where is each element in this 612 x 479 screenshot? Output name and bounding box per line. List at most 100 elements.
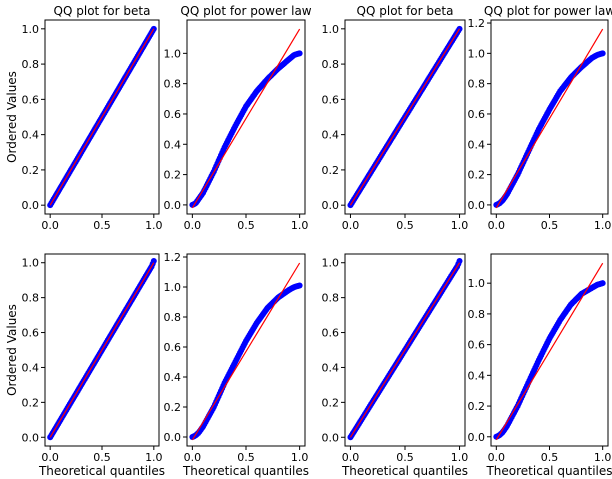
fit-line — [349, 28, 461, 206]
y-tick-label: 0.4 — [22, 361, 40, 374]
y-tick-label: 0.6 — [164, 341, 182, 354]
x-axis-label: Theoretical quantiles — [341, 464, 468, 478]
y-tick-label: 0.2 — [22, 396, 40, 409]
y-axis-label: Ordered Values — [5, 71, 19, 163]
y-tick-label: 0.6 — [22, 327, 40, 340]
x-axis-label: Theoretical quantiles — [38, 464, 165, 478]
y-tick-label: 0.8 — [22, 292, 40, 305]
x-tick-label: 0.5 — [396, 219, 414, 232]
fit-line — [495, 28, 604, 209]
data-point — [599, 50, 606, 57]
x-tick-label: 1.0 — [594, 219, 612, 232]
data-point — [296, 282, 303, 289]
y-tick-label: 0.0 — [22, 199, 40, 212]
x-tick-label: 1.0 — [451, 451, 469, 464]
y-tick-label: 0.4 — [22, 129, 40, 142]
x-tick-label: 0.5 — [541, 451, 559, 464]
y-tick-label: 0.0 — [322, 199, 340, 212]
y-tick-label: 0.4 — [322, 361, 340, 374]
x-axis-label: Theoretical quantiles — [485, 464, 612, 478]
data-point — [456, 257, 463, 264]
qq-panel-0: 0.0 0.5 1.0 0.0 0.2 0.4 0.6 0.8 1.0 QQ plot for b… — [5, 4, 163, 232]
fit-line — [349, 262, 461, 438]
x-tick-label: 1.0 — [594, 451, 612, 464]
x-tick-label: 1.0 — [145, 219, 163, 232]
y-tick-label: 0.6 — [468, 108, 486, 121]
x-tick-label: 0.5 — [93, 219, 111, 232]
y-tick-label: 0.4 — [322, 129, 340, 142]
x-tick-label: 0.0 — [488, 219, 506, 232]
y-tick-label: 0.2 — [468, 169, 486, 182]
y-tick-label: 1.2 — [164, 251, 182, 264]
y-tick-label: 0.0 — [468, 199, 486, 212]
y-tick-label: 0.0 — [22, 431, 40, 444]
x-tick-label: 0.0 — [184, 451, 202, 464]
y-tick-label: 0.4 — [468, 369, 486, 382]
qq-panel-1: 0.0 0.5 1.0 0.0 0.2 0.4 0.6 0.8 1.0 QQ plot for p… — [164, 4, 312, 232]
panel-title: QQ plot for power law — [484, 4, 612, 18]
fit-line — [191, 262, 301, 441]
qq-panel-2: 0.0 0.5 1.0 0.0 0.2 0.4 0.6 0.8 1.0 QQ plot for b… — [322, 4, 469, 232]
data-point — [599, 280, 606, 287]
data-point — [296, 50, 303, 57]
y-tick-label: 1.0 — [22, 23, 40, 36]
y-tick-label: 0.2 — [164, 169, 182, 182]
x-tick-label: 0.0 — [488, 451, 506, 464]
fit-line — [49, 262, 155, 438]
x-tick-label: 1.0 — [291, 451, 309, 464]
y-tick-label: 0.8 — [164, 78, 182, 91]
y-tick-label: 0.4 — [164, 371, 182, 384]
y-tick-label: 0.0 — [322, 431, 340, 444]
y-tick-label: 0.6 — [322, 93, 340, 106]
panel-title: QQ plot for beta — [54, 4, 151, 18]
y-tick-label: 0.6 — [322, 327, 340, 340]
x-tick-label: 0.0 — [342, 219, 360, 232]
qq-panel-3: 0.0 0.5 1.0 0.0 0.2 0.4 0.6 0.8 1.0 1.2QQ plot fo… — [468, 4, 612, 232]
x-tick-label: 0.5 — [541, 219, 559, 232]
y-axis-label: Ordered Values — [5, 304, 19, 396]
panel-title: QQ plot for power law — [180, 4, 311, 18]
x-tick-label: 1.0 — [145, 451, 163, 464]
x-tick-label: 0.5 — [396, 451, 414, 464]
qq-panel-5: 0.0 0.5 1.0 0.0 0.2 0.4 0.6 0.8 1.0 1.2 Theoretica… — [164, 251, 310, 478]
y-tick-label: 1.2 — [468, 17, 486, 30]
y-tick-label: 0.2 — [468, 400, 486, 413]
y-tick-label: 1.0 — [468, 277, 486, 290]
y-tick-label: 1.0 — [322, 257, 340, 270]
y-tick-label: 0.2 — [22, 164, 40, 177]
y-tick-label: 0.8 — [322, 292, 340, 305]
y-tick-label: 0.4 — [164, 138, 182, 151]
y-tick-label: 0.0 — [164, 431, 182, 444]
x-tick-label: 0.0 — [342, 451, 360, 464]
y-tick-label: 1.0 — [322, 23, 340, 36]
x-tick-label: 1.0 — [291, 219, 309, 232]
y-tick-label: 0.0 — [468, 431, 486, 444]
data-point — [150, 257, 157, 264]
y-tick-label: 0.8 — [322, 58, 340, 71]
x-tick-label: 0.0 — [184, 219, 202, 232]
x-tick-label: 0.5 — [93, 451, 111, 464]
x-tick-label: 0.5 — [237, 219, 255, 232]
y-tick-label: 0.2 — [322, 396, 340, 409]
y-tick-label: 0.4 — [468, 138, 486, 151]
fit-line — [49, 28, 155, 206]
y-tick-label: 1.0 — [22, 257, 40, 270]
x-tick-label: 0.5 — [237, 451, 255, 464]
x-axis-label: Theoretical quantiles — [182, 464, 309, 478]
y-tick-label: 1.0 — [164, 281, 182, 294]
y-tick-label: 0.0 — [164, 199, 182, 212]
y-tick-label: 0.8 — [468, 78, 486, 91]
y-tick-label: 0.2 — [164, 401, 182, 414]
fit-line — [495, 262, 604, 441]
y-tick-label: 0.8 — [22, 58, 40, 71]
fit-line — [191, 28, 301, 209]
x-tick-label: 1.0 — [451, 219, 469, 232]
x-tick-label: 0.0 — [41, 219, 59, 232]
y-tick-label: 0.8 — [468, 308, 486, 321]
x-tick-label: 0.0 — [41, 451, 59, 464]
y-tick-label: 1.0 — [164, 47, 182, 60]
